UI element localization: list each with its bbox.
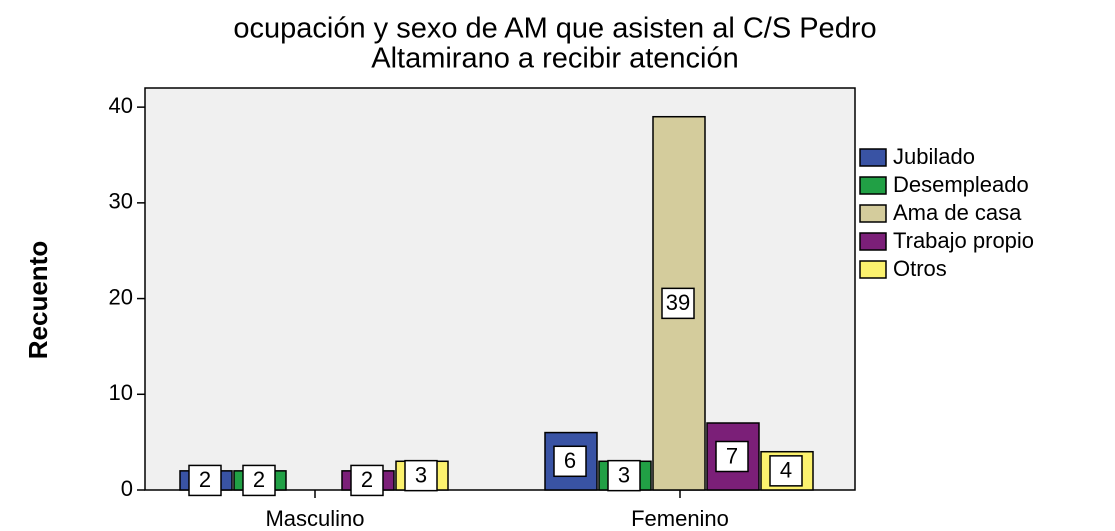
legend-swatch	[859, 204, 887, 223]
data-label-box	[661, 287, 695, 320]
data-label-box	[607, 459, 641, 492]
data-label: 2	[199, 467, 211, 492]
data-label-box	[769, 455, 803, 487]
data-label-box	[553, 445, 587, 478]
data-label: 2	[361, 467, 373, 492]
legend-label: Desempleado	[893, 172, 1029, 197]
data-label: 7	[726, 443, 738, 468]
data-label-box	[350, 464, 384, 497]
data-label-box	[404, 459, 438, 492]
data-label: 39	[666, 290, 690, 315]
chart-title: ocupación y sexo de AM que asisten al C/…	[233, 13, 876, 45]
data-label-box	[715, 440, 749, 473]
y-tick-label: 40	[109, 93, 133, 118]
data-label: 6	[564, 448, 576, 473]
data-label: 3	[618, 462, 630, 487]
y-tick-label: 30	[109, 189, 133, 214]
legend-label: Otros	[893, 256, 947, 281]
data-label: 3	[415, 462, 427, 487]
legend-swatch	[859, 232, 887, 251]
y-tick-label: 10	[109, 380, 133, 405]
y-tick-label: 0	[121, 476, 133, 501]
data-label-box	[188, 464, 222, 497]
y-axis-label: Recuento	[23, 241, 53, 359]
data-label: 4	[780, 458, 792, 483]
legend-swatch	[859, 148, 887, 167]
x-tick-label: Femenino	[631, 506, 729, 531]
x-tick-label: Masculino	[265, 506, 364, 531]
chart-title: Altamirano a recibir atención	[371, 43, 739, 75]
legend-label: Jubilado	[893, 144, 975, 169]
data-label-box	[242, 464, 276, 497]
legend-swatch	[859, 260, 887, 279]
y-tick-label: 20	[109, 284, 133, 309]
legend-label: Trabajo propio	[893, 228, 1034, 253]
legend-label: Ama de casa	[893, 200, 1022, 225]
legend-swatch	[859, 176, 887, 195]
data-label: 2	[253, 467, 265, 492]
